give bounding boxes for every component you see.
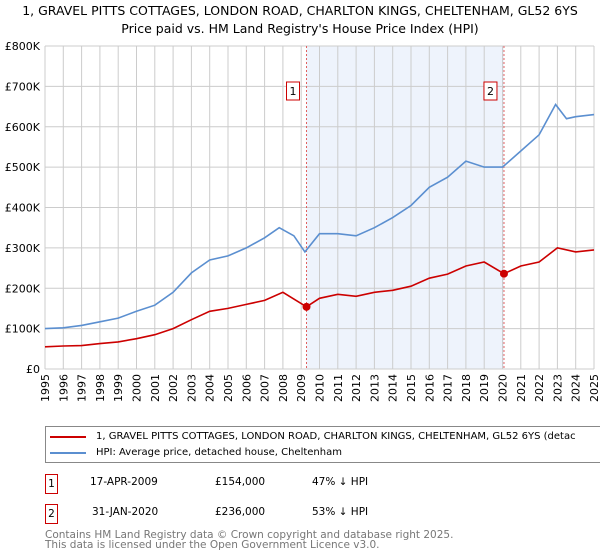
transaction-delta: 53% ↓ HPI <box>312 506 369 518</box>
transaction-price: £236,000 <box>215 506 266 518</box>
transaction-date: 31-JAN-2020 <box>92 506 159 518</box>
x-tick-label: 2019 <box>478 374 491 402</box>
sale-point <box>302 302 311 311</box>
x-tick-label: 2024 <box>570 374 583 402</box>
x-tick-label: 2025 <box>588 374 600 402</box>
legend-item-hpi: HPI: Average price, detached house, Chel… <box>50 447 342 458</box>
x-tick-label: 2011 <box>332 374 345 402</box>
y-tick-label: £800K <box>5 40 41 53</box>
chart-title: 1, GRAVEL PITTS COTTAGES, LONDON ROAD, C… <box>22 3 578 18</box>
x-tick-label: 2007 <box>259 374 272 402</box>
x-tick-label: 2022 <box>533 374 546 402</box>
x-tick-label: 2001 <box>149 374 162 402</box>
x-tick-label: 2006 <box>240 374 253 402</box>
legend-swatch-property <box>50 435 86 438</box>
transaction-marker: 1 <box>45 474 58 494</box>
x-tick-label: 2015 <box>405 374 418 402</box>
transaction-date: 17-APR-2009 <box>90 476 158 488</box>
transaction-delta: 47% ↓ HPI <box>312 476 369 488</box>
y-tick-label: £0 <box>26 363 40 376</box>
footer-copyright: Contains HM Land Registry data © Crown c… <box>45 529 454 541</box>
footer-licence: This data is licensed under the Open Gov… <box>45 539 380 551</box>
x-tick-label: 2005 <box>222 374 235 402</box>
x-tick-label: 2018 <box>460 374 473 402</box>
legend-label-hpi: HPI: Average price, detached house, Chel… <box>96 447 342 458</box>
y-tick-label: £600K <box>5 121 41 134</box>
sale-point <box>499 269 508 278</box>
legend-swatch-hpi <box>50 451 86 454</box>
marker-box <box>483 81 498 101</box>
y-tick-label: £700K <box>5 80 41 93</box>
legend: 1, GRAVEL PITTS COTTAGES, LONDON ROAD, C… <box>45 426 600 463</box>
x-tick-label: 2004 <box>204 374 217 402</box>
y-tick-label: £400K <box>5 202 41 215</box>
footer: Contains HM Land Registry data © Crown c… <box>45 529 454 551</box>
x-tick-label: 2000 <box>131 374 144 402</box>
x-tick-label: 1997 <box>76 374 89 402</box>
x-tick-label: 2013 <box>368 374 381 402</box>
x-tick-label: 2017 <box>442 374 455 402</box>
x-tick-label: 1995 <box>39 374 52 402</box>
marker-label: 1 <box>290 85 297 98</box>
marker-box <box>286 81 301 101</box>
x-tick-label: 2021 <box>515 374 528 402</box>
x-tick-label: 2014 <box>387 374 400 402</box>
x-tick-label: 2003 <box>185 374 198 402</box>
legend-item-property: 1, GRAVEL PITTS COTTAGES, LONDON ROAD, C… <box>50 431 576 442</box>
series-line-hpi <box>44 103 595 330</box>
legend-label-property: 1, GRAVEL PITTS COTTAGES, LONDON ROAD, C… <box>96 431 576 442</box>
x-tick-label: 2002 <box>167 374 180 402</box>
x-tick-label: 2020 <box>497 374 510 402</box>
y-tick-label: £200K <box>5 282 41 295</box>
price-chart: 1995 1996 1997 1998 1999 2000 2001 2002 2003 2004… <box>5 40 600 402</box>
x-tick-label: 1999 <box>112 374 125 402</box>
x-tick-label: 1996 <box>57 374 70 402</box>
x-tick-label: 2016 <box>423 374 436 402</box>
x-tick-label: 2023 <box>551 374 564 402</box>
x-tick-label: 2010 <box>314 374 327 402</box>
transaction-price: £154,000 <box>215 476 266 488</box>
marker-label: 2 <box>487 85 494 98</box>
x-tick-label: 2009 <box>295 374 308 402</box>
y-tick-label: £500K <box>5 161 41 174</box>
y-tick-label: £300K <box>5 242 41 255</box>
chart-subtitle: Price paid vs. HM Land Registry's House … <box>121 21 479 36</box>
x-tick-label: 1998 <box>94 374 107 402</box>
x-tick-label: 2008 <box>277 374 290 402</box>
transaction-marker: 2 <box>45 504 58 524</box>
y-tick-label: £100K <box>5 323 41 336</box>
x-tick-label: 2012 <box>350 374 363 402</box>
